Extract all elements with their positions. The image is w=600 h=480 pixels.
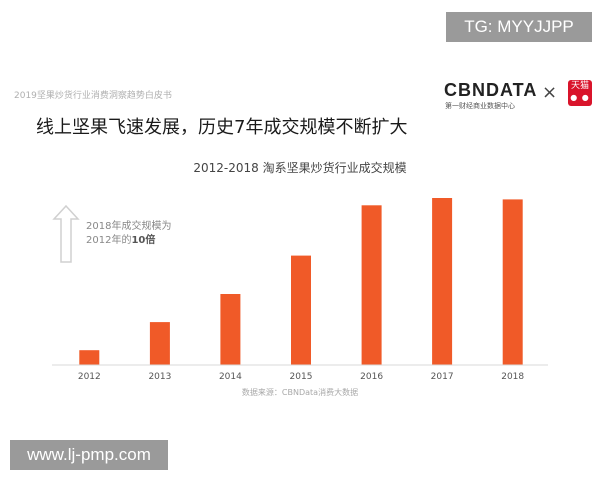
annotation-line-1: 2018年成交规模为 — [86, 221, 172, 232]
page-headline: 线上坚果飞速发展，历史7年成交规模不断扩大 — [36, 117, 408, 138]
growth-annotation: 2018年成交规模为 2012年的10倍 — [86, 220, 171, 248]
bar-2017 — [432, 198, 453, 365]
report-title: 2019坚果炒货行业消费洞察趋势白皮书 — [14, 91, 172, 101]
x-tick-label-2018: 2018 — [501, 372, 524, 382]
x-tick-label-2016: 2016 — [360, 372, 383, 382]
watermark-top: TG: MYYJJPP — [446, 12, 592, 42]
bar-2018 — [502, 199, 523, 365]
x-tick-label-2014: 2014 — [219, 372, 242, 382]
annotation-emphasis: 10倍 — [131, 235, 156, 246]
annotation-line-2: 2012年的10倍 — [86, 234, 171, 248]
x-tick-label-2015: 2015 — [290, 372, 313, 382]
bar-2013 — [149, 322, 170, 365]
logo-area: CBNDATA 第一财经商业数据中心 × 天猫 ● ● — [444, 80, 594, 112]
annotation-prefix: 2012年的 — [86, 235, 132, 246]
bar-2016 — [361, 205, 382, 365]
x-tick-label-2017: 2017 — [431, 372, 454, 382]
x-tick-label-2012: 2012 — [78, 372, 101, 382]
bar-2012 — [79, 350, 100, 365]
tmall-logo-text: 天猫 — [570, 81, 589, 91]
up-arrow-icon — [52, 204, 80, 263]
watermark-bottom: www.lj-pmp.com — [10, 440, 168, 470]
tmall-logo: 天猫 ● ● — [568, 80, 592, 106]
bar-2015 — [291, 255, 311, 365]
cbndata-logo: CBNDATA — [444, 80, 538, 100]
bar-2014 — [220, 294, 241, 365]
data-source-note: 数据来源：CBNData消费大数据 — [241, 388, 359, 397]
x-tick-label-2013: 2013 — [148, 372, 171, 382]
cross-icon: × — [542, 82, 558, 103]
cbndata-tagline: 第一财经商业数据中心 — [445, 102, 515, 110]
tmall-cat-face-icon: ● ● — [570, 93, 590, 102]
chart-title: 2012-2018 淘系坚果炒货行业成交规模 — [193, 161, 407, 175]
